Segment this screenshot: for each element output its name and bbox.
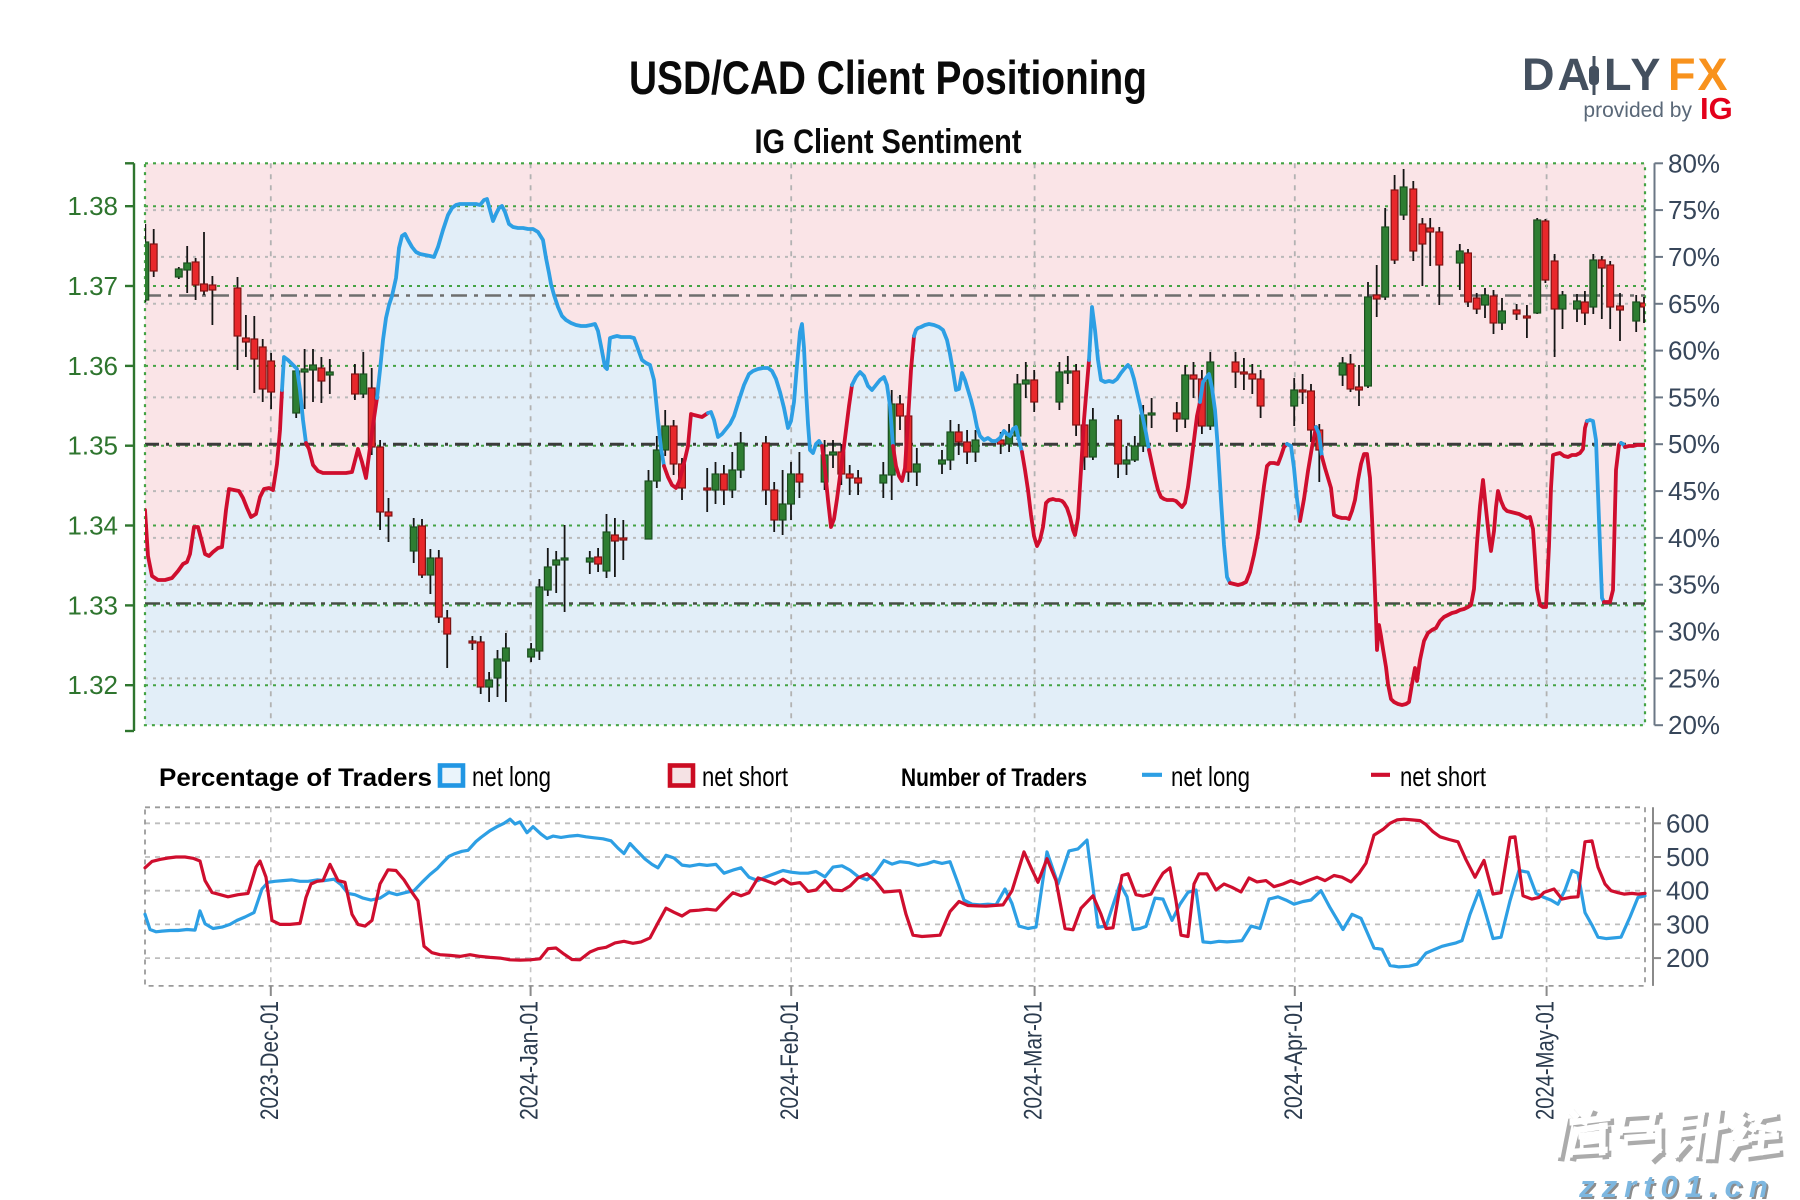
svg-text:net short: net short: [702, 761, 788, 792]
svg-text:LY: LY: [1604, 49, 1663, 100]
svg-text:60%: 60%: [1668, 336, 1720, 366]
svg-text:20%: 20%: [1668, 710, 1720, 740]
svg-text:500: 500: [1666, 842, 1709, 872]
svg-text:1.36: 1.36: [67, 351, 118, 381]
svg-text:600: 600: [1666, 808, 1709, 838]
svg-text:200: 200: [1666, 943, 1709, 973]
svg-text:300: 300: [1666, 909, 1709, 939]
svg-text:provided by: provided by: [1583, 99, 1692, 122]
svg-text:1.32: 1.32: [67, 670, 118, 700]
svg-text:1.34: 1.34: [67, 511, 118, 541]
svg-text:IG Client Sentiment: IG Client Sentiment: [755, 123, 1022, 161]
svg-text:35%: 35%: [1668, 570, 1720, 600]
svg-text:25%: 25%: [1668, 663, 1720, 693]
svg-text:net long: net long: [472, 761, 551, 792]
svg-text:65%: 65%: [1668, 289, 1720, 319]
svg-text:net long: net long: [1171, 761, 1250, 792]
svg-text:2024-Jan-01: 2024-Jan-01: [516, 1001, 544, 1120]
svg-text:75%: 75%: [1668, 195, 1720, 225]
svg-text:2024-Mar-01: 2024-Mar-01: [1020, 1001, 1048, 1120]
svg-text:zzrt01.cn: zzrt01.cn: [1578, 1169, 1775, 1200]
svg-text:1.37: 1.37: [67, 271, 118, 301]
svg-text:40%: 40%: [1668, 523, 1720, 553]
svg-text:50%: 50%: [1668, 429, 1720, 459]
svg-text:1.35: 1.35: [67, 431, 118, 461]
svg-text:FX: FX: [1668, 49, 1730, 100]
svg-text:2023-Dec-01: 2023-Dec-01: [256, 1001, 284, 1120]
svg-text:2024-Feb-01: 2024-Feb-01: [776, 1001, 804, 1120]
svg-text:zzrt01.cn: zzrt01.cn: [1580, 1171, 1777, 1200]
svg-text:400: 400: [1666, 876, 1709, 906]
svg-text:1.38: 1.38: [67, 191, 118, 221]
svg-text:45%: 45%: [1668, 476, 1720, 506]
svg-text:DA: DA: [1522, 49, 1593, 100]
svg-text:Percentage of Traders: Percentage of Traders: [159, 764, 432, 792]
svg-text:net short: net short: [1400, 761, 1486, 792]
svg-text:USD/CAD Client Positioning: USD/CAD Client Positioning: [629, 51, 1147, 104]
svg-text:80%: 80%: [1668, 148, 1720, 178]
svg-text:70%: 70%: [1668, 242, 1720, 272]
svg-text:55%: 55%: [1668, 382, 1720, 412]
svg-text:30%: 30%: [1668, 617, 1720, 647]
svg-text:1.33: 1.33: [67, 590, 118, 620]
svg-text:Number of Traders: Number of Traders: [901, 764, 1087, 792]
svg-text:2024-May-01: 2024-May-01: [1532, 1001, 1560, 1120]
svg-text:IG: IG: [1700, 91, 1733, 126]
svg-text:2024-Apr-01: 2024-Apr-01: [1280, 1001, 1308, 1120]
